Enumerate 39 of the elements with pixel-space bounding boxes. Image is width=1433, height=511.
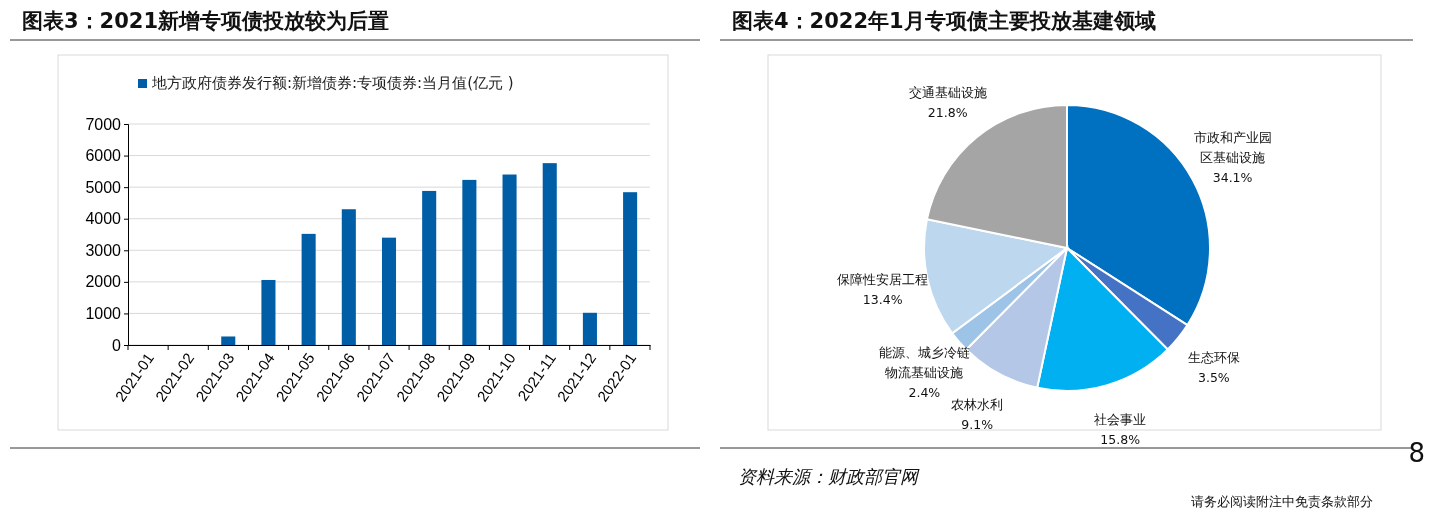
slice-label: 农林水利 <box>951 397 1004 413</box>
bar <box>341 209 356 345</box>
bar <box>623 192 638 345</box>
bar <box>221 336 236 345</box>
slice-label: 交通基础设施 <box>908 84 987 100</box>
slice-label: 市政和产业园区基础设施 <box>1193 130 1272 166</box>
legend-label: 地方政府债券发行额:新增债券:专项债券:当月值(亿元 ) <box>151 74 514 92</box>
bar <box>582 312 597 345</box>
slice-label: 保障性安居工程 <box>837 271 929 287</box>
y-tick-label: 5000 <box>85 178 122 196</box>
slice-label: 生态环保 <box>1187 349 1240 365</box>
data-label: 21.8% <box>927 104 968 120</box>
y-tick-label: 2000 <box>85 273 122 291</box>
y-tick-label: 6000 <box>85 147 122 165</box>
text: 请务必阅读附注中免责条款部分 <box>1191 494 1373 509</box>
data-label: 15.8% <box>1100 432 1141 448</box>
text: 资料来源：财政部官网 <box>738 466 920 487</box>
bar <box>542 163 557 345</box>
bar <box>422 190 437 345</box>
data-label: 9.1% <box>961 417 994 433</box>
data-label: 2.4% <box>908 384 941 400</box>
slice-label: 能源、城乡冷链物流基础设施 <box>878 344 970 380</box>
bar <box>502 174 517 345</box>
y-tick-label: 4000 <box>85 210 122 228</box>
data-label: 34.1% <box>1212 170 1253 186</box>
bar <box>381 237 397 345</box>
bar <box>462 179 477 345</box>
text: 8 <box>1408 438 1425 468</box>
data-label: 13.4% <box>862 291 903 307</box>
y-tick-label: 3000 <box>85 241 122 259</box>
y-tick-label: 1000 <box>85 305 122 323</box>
chart-title: 图表3：2021新增专项债投放较为后置 <box>22 9 390 33</box>
chart-title: 图表4：2022年1月专项债主要投放基建领域 <box>732 9 1156 33</box>
y-tick-label: 0 <box>112 336 122 354</box>
y-tick-label: 7000 <box>85 115 122 133</box>
bar <box>301 233 316 345</box>
slice-label: 社会事业 <box>1094 412 1147 428</box>
data-label: 3.5% <box>1197 369 1230 385</box>
bar <box>261 279 276 345</box>
